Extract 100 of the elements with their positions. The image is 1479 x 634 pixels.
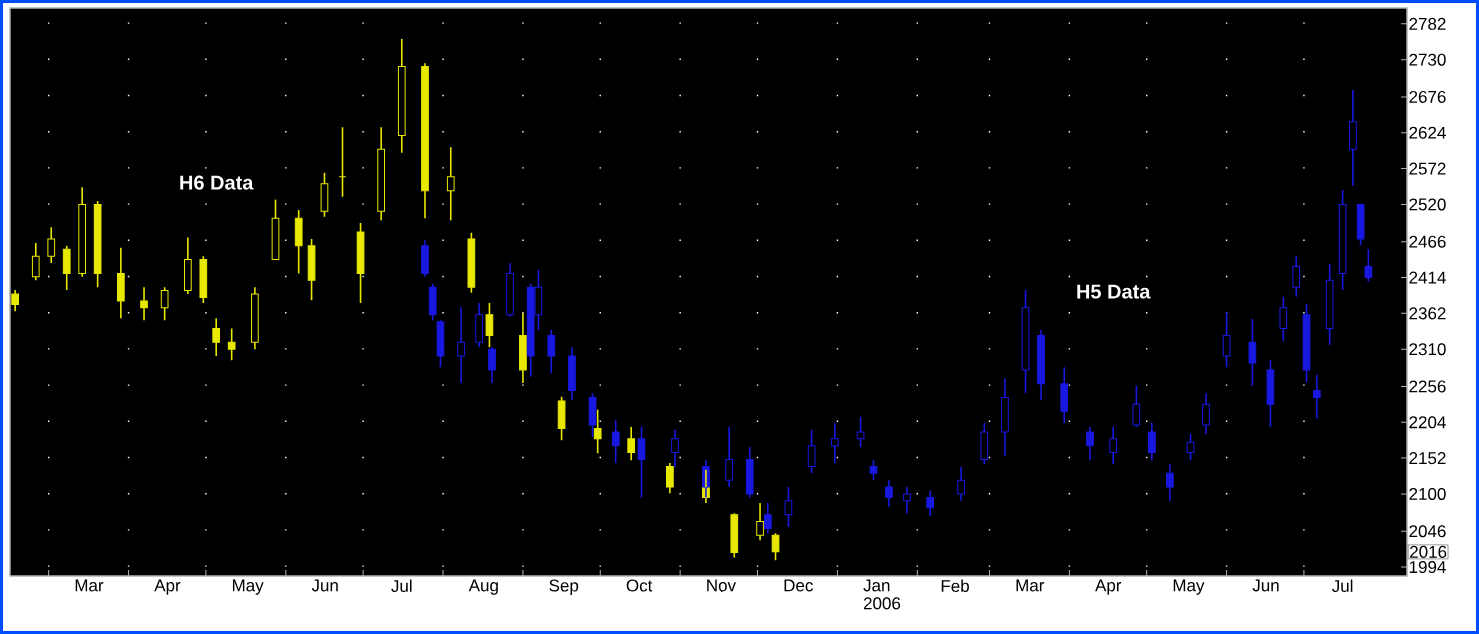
- candlestick: [1302, 302, 1311, 384]
- candlestick: [593, 409, 602, 455]
- candlestick: [47, 226, 56, 264]
- candlestick: [488, 346, 496, 384]
- candlestick: [856, 415, 865, 448]
- candlestick: [1086, 426, 1094, 461]
- x-tick-label: Jul: [1332, 579, 1353, 593]
- x-tick-label: Aug: [468, 579, 498, 595]
- candlestick: [140, 286, 148, 322]
- text: 2016: [1410, 545, 1447, 558]
- candlestick: [1312, 373, 1321, 420]
- candlestick: [1021, 289, 1030, 395]
- x-tick-label: Jan 2006: [863, 579, 901, 610]
- candlestick: [475, 302, 483, 348]
- y-tick-label: 2466: [1409, 235, 1446, 248]
- x-tick-label: Apr: [1095, 579, 1122, 595]
- candlestick: [116, 247, 125, 319]
- candlestick: [671, 429, 679, 468]
- candlestick: [421, 239, 429, 278]
- candlestick: [457, 306, 465, 384]
- x-tick-label: Mar: [75, 579, 104, 592]
- candlestick: [294, 209, 303, 275]
- candlestick: [1279, 296, 1288, 342]
- y-tick-label: 2256: [1409, 380, 1446, 393]
- candlestick: [763, 502, 772, 535]
- y-tick-label: 2572: [1409, 162, 1446, 175]
- x-tick-label: May: [232, 579, 264, 595]
- candlestick: [62, 245, 71, 291]
- candlestick: [428, 282, 437, 322]
- candlestick: [421, 62, 429, 220]
- y-tick-label: 2100: [1409, 487, 1446, 500]
- y-tick-label: 2152: [1409, 452, 1446, 465]
- candlestick: [957, 466, 965, 502]
- x-tick-label: Dec: [784, 579, 813, 592]
- candlestick: [784, 486, 793, 528]
- y-tick-label: 2676: [1409, 90, 1446, 103]
- candlestick: [227, 327, 236, 362]
- candlestick: [568, 346, 576, 402]
- candlestick: [307, 238, 316, 302]
- x-tick-label: May: [1173, 579, 1205, 595]
- candlestick: [730, 514, 739, 559]
- y-tick-label: 2310: [1409, 343, 1446, 356]
- candlestick: [756, 502, 764, 541]
- candlestick: [1292, 255, 1301, 298]
- candlestick: [78, 186, 87, 278]
- x-tick-label: Sep: [549, 579, 579, 595]
- y-tick-label: 2414: [1409, 271, 1446, 284]
- candlestick: [397, 38, 406, 154]
- candlestick: [637, 426, 646, 499]
- y-tick-label: 2520: [1409, 198, 1446, 211]
- candlestick: [1148, 422, 1156, 461]
- candlestick: [519, 312, 527, 384]
- y-tick-label: 2730: [1409, 53, 1446, 66]
- candlestick: [611, 419, 620, 464]
- candlestick: [1166, 463, 1174, 502]
- candlestick: [338, 126, 347, 198]
- x-tick-label: Jun: [311, 579, 338, 592]
- y-tick-label: 2204: [1409, 416, 1446, 429]
- candlestick: [830, 422, 839, 464]
- y-tick-label: 2362: [1409, 307, 1446, 320]
- candlestick: [1266, 359, 1275, 428]
- candlestick: [1338, 189, 1347, 291]
- candlestick: [1248, 318, 1257, 387]
- x-tick-label: Oct: [626, 579, 653, 592]
- candlestick: [1037, 329, 1045, 402]
- candlestick: [666, 462, 674, 495]
- y-tick-label: 1994: [1409, 561, 1446, 574]
- candlestick: [1202, 392, 1210, 435]
- candlestick: [506, 262, 514, 318]
- candlestick: [377, 126, 386, 222]
- y-tick-label: 2624: [1409, 126, 1446, 139]
- candlestick: [807, 429, 816, 475]
- candlestick: [1364, 248, 1373, 283]
- candlestick: [627, 426, 636, 461]
- candlestick: [885, 479, 893, 508]
- candlestick: [31, 242, 40, 282]
- candlestick: [446, 146, 455, 222]
- x-tick-label: Apr: [154, 579, 181, 595]
- candlestick: [725, 426, 733, 488]
- candlestick: [11, 289, 20, 313]
- text: H5 Data: [1077, 284, 1151, 299]
- x-tick-label: Feb: [941, 579, 969, 593]
- x-tick-label: Nov: [707, 579, 736, 592]
- candlestick: [745, 446, 754, 499]
- candlestick: [1325, 262, 1334, 346]
- candlestick: [1349, 89, 1357, 187]
- candlestick: [184, 236, 192, 295]
- candlestick: [1060, 366, 1069, 424]
- candlestick: [903, 486, 911, 515]
- candlestick: [1222, 311, 1231, 368]
- candlestick: [212, 317, 221, 357]
- candlestick: [356, 222, 365, 304]
- y-tick-label: 2046: [1409, 525, 1446, 538]
- candlestick: [1132, 384, 1141, 428]
- series-label: H6 Data: [180, 175, 254, 190]
- candlestick: [1001, 377, 1009, 457]
- x-tick-label: Mar: [1016, 579, 1045, 592]
- candlestick: [485, 302, 494, 348]
- y-tick-label: 2782: [1409, 17, 1446, 30]
- candlestick: [926, 489, 935, 517]
